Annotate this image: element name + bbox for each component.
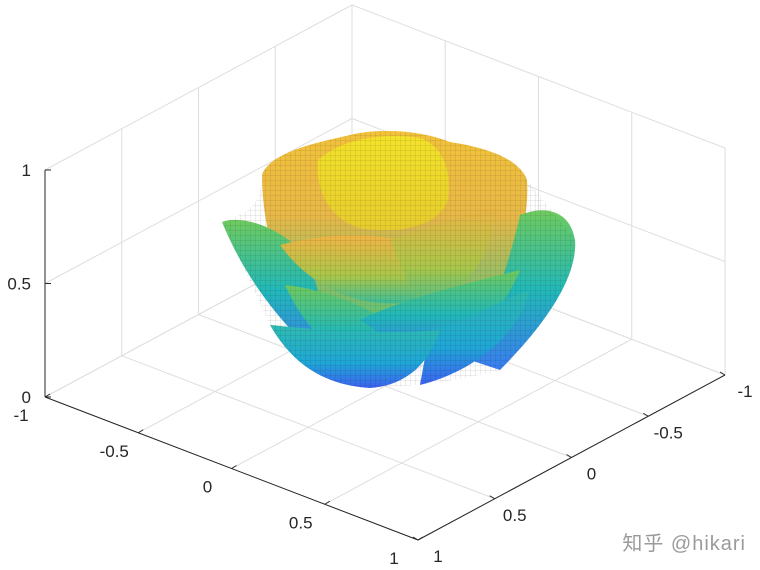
y-tick [412,536,419,541]
y-tick [566,454,572,458]
z-tick-label: 0.5 [7,275,31,294]
grid-line-z [351,4,726,149]
y-tick [642,412,649,417]
grid-line-z [44,118,353,284]
x-tick-label: -1 [13,406,28,425]
y-tick-label: -0.5 [654,423,683,442]
rose-surface [222,130,576,389]
z-tick-label: 0 [22,388,31,407]
y-tick [719,371,726,376]
surface-mesh [222,130,576,389]
x-tick-label: 0.5 [289,513,313,532]
y-tick-label: 0.5 [503,506,527,525]
x-tick [417,536,424,541]
x-tick-label: 1 [389,549,398,568]
y-tick-label: -1 [737,382,752,401]
x-tick-label: -0.5 [100,442,129,461]
watermark: 知乎 @hikari [622,533,746,555]
x-tick-label: 0 [203,478,212,497]
x-tick [324,500,331,505]
y-tick-label: 0 [587,465,596,484]
grid-line-z [44,4,353,171]
z-tick-label: 1 [22,161,31,180]
grid-line-y [121,355,495,500]
x-tick [231,465,237,469]
y-tick [489,495,496,500]
axes [44,169,726,541]
y-tick-label: 1 [433,547,442,566]
x-tick [137,429,144,434]
